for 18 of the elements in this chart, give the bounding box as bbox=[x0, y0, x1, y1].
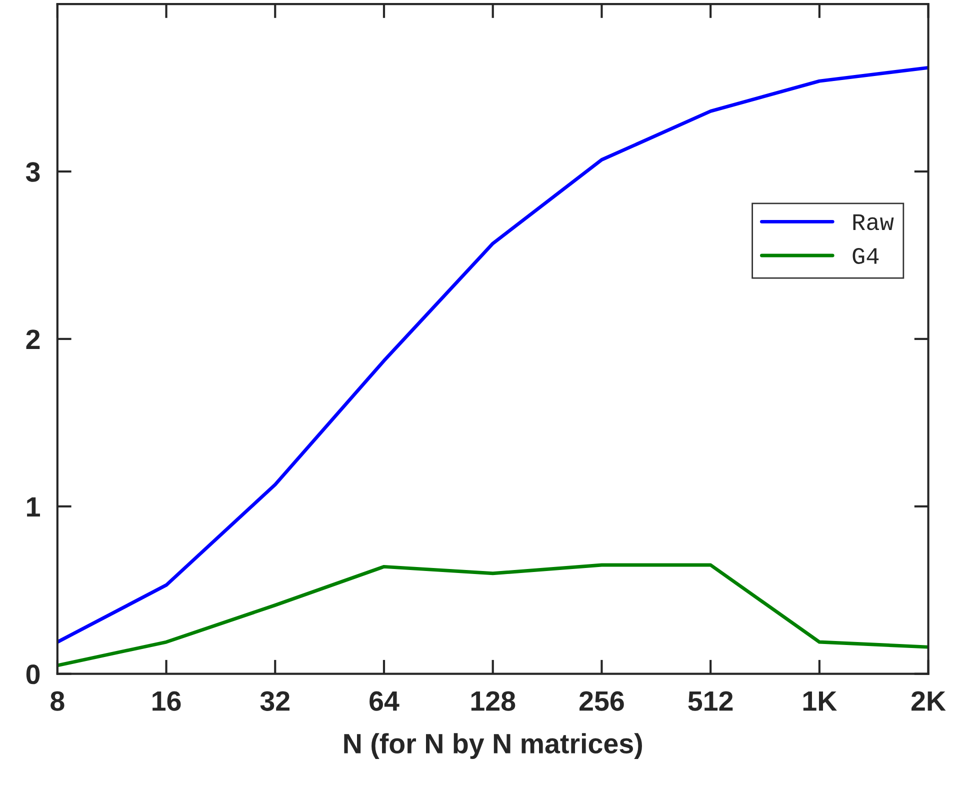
x-tick-label: 256 bbox=[580, 691, 624, 711]
y-tick-label: 3 bbox=[26, 162, 40, 182]
legend-label: G4 bbox=[852, 248, 879, 264]
x-tick-label: 8 bbox=[50, 691, 64, 711]
y-tick-label: 0 bbox=[26, 664, 40, 684]
x-tick-label: 2K bbox=[912, 691, 946, 711]
x-tick-label: 64 bbox=[370, 691, 400, 711]
legend-label: Raw bbox=[853, 214, 894, 230]
x-tick-label: 1K bbox=[803, 692, 837, 711]
x-tick-label: 128 bbox=[471, 691, 516, 711]
y-tick-label: 1 bbox=[27, 497, 40, 516]
y-tick-label: 2 bbox=[26, 330, 40, 350]
line-series bbox=[57, 563, 928, 668]
line-series bbox=[57, 66, 928, 644]
x-axis-title: N (for N by N matrices) bbox=[344, 733, 642, 759]
x-tick-label: 512 bbox=[688, 691, 733, 711]
x-tick-label: 16 bbox=[152, 691, 181, 711]
x-tick-label: 32 bbox=[260, 691, 290, 711]
